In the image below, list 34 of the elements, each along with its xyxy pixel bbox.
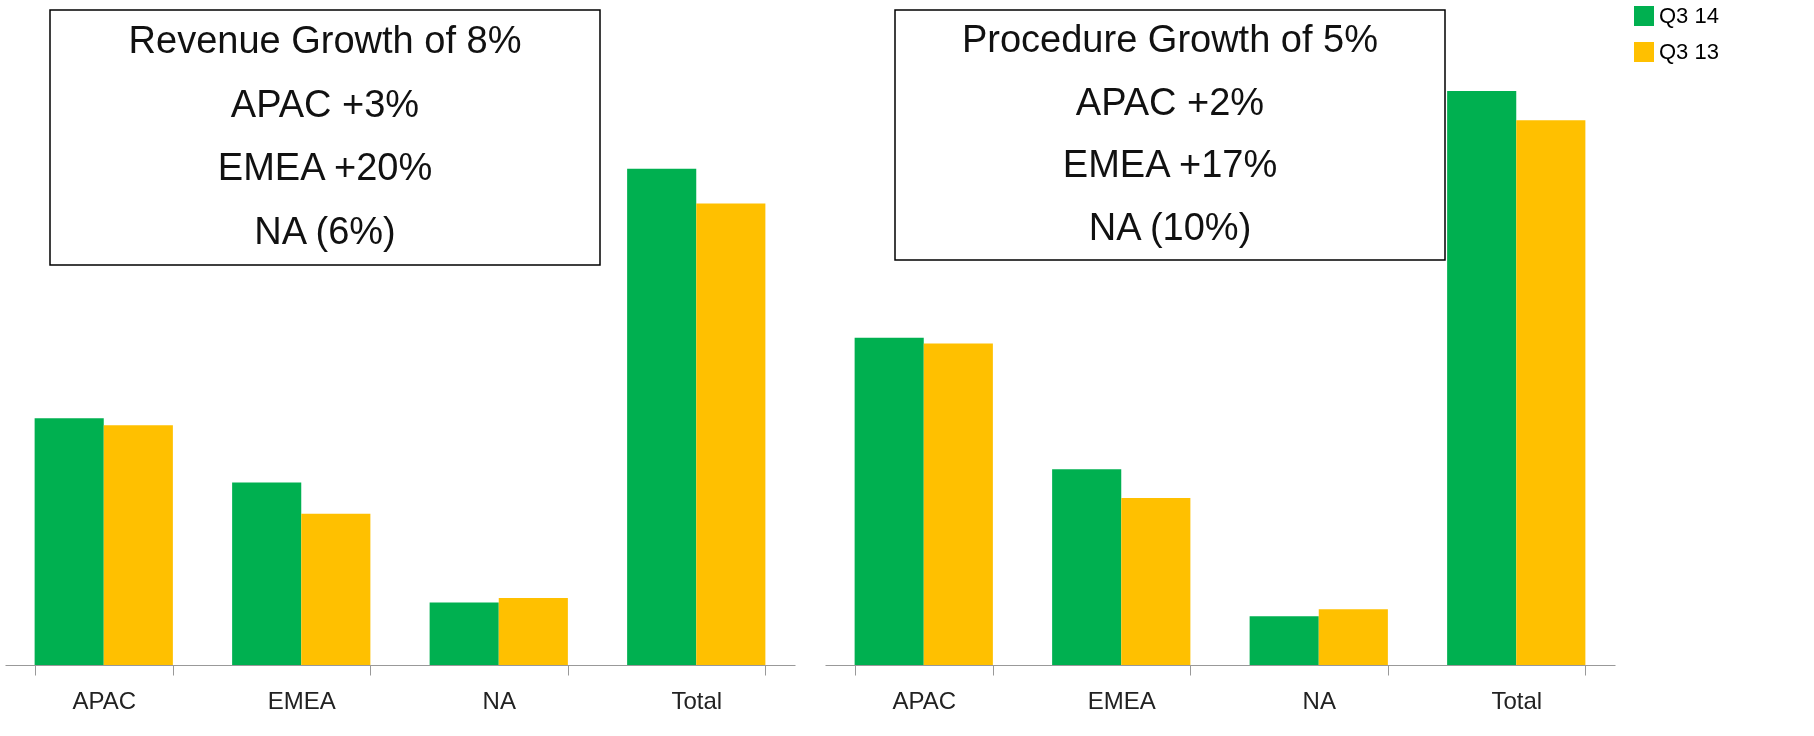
x-tick-label: Total [1491,686,1543,714]
bar [854,337,924,665]
bar [103,425,173,665]
bar [1249,616,1319,665]
bar [1318,609,1388,665]
bar [498,598,568,665]
x-tick-label: NA [482,686,516,714]
x-tick-label: APAC [72,686,137,714]
annotation: NA (6%) [254,210,396,253]
annotation: EMEA +17% [1062,143,1278,186]
x-tick-label: APAC [892,686,957,714]
bar [1121,497,1191,665]
legend-label: Q3 13 [1659,39,1719,64]
x-tick-label: EMEA [267,686,336,714]
bar [627,168,697,665]
x-tick-label: Total [671,686,723,714]
bar [1052,469,1122,665]
bar [696,203,766,665]
bar [923,343,993,665]
bar [1447,91,1517,665]
bar [301,513,371,665]
bar [232,482,302,665]
x-tick-label: EMEA [1087,686,1156,714]
text: APAC +3% [230,82,420,125]
annotation: APAC +2% [1075,80,1265,123]
text: Procedure Growth of 5% [961,18,1379,61]
x-tick-label: NA [1302,686,1336,714]
bar [1516,120,1586,665]
legend-label: Q3 14 [1659,3,1719,28]
annotation: EMEA +20% [217,146,433,189]
bar [34,418,104,665]
annotation: NA (10%) [1088,205,1252,248]
text: Revenue Growth of 8% [128,18,522,61]
bar [429,602,499,665]
